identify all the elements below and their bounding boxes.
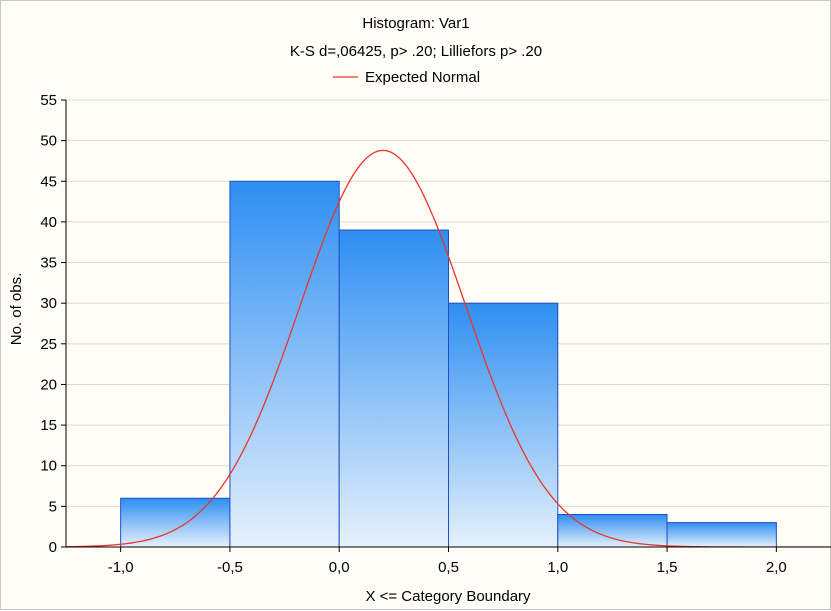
legend-label-expected-normal: Expected Normal	[365, 69, 480, 86]
y-axis-ticks: 0 5 10 15 20 25 30 35 40 45 50 55	[40, 92, 66, 556]
x-tick-label: -0,5	[217, 559, 243, 576]
y-tick-label: 45	[40, 173, 57, 190]
x-tick-label: 2,0	[766, 559, 787, 576]
x-tick-label: 1,5	[657, 559, 678, 576]
x-tick-label: 0,0	[329, 559, 350, 576]
legend: Expected Normal	[333, 69, 480, 86]
y-tick-label: 5	[49, 498, 57, 515]
histogram-bar-2	[229, 180, 340, 548]
histogram-bars	[120, 180, 777, 548]
y-tick-label: 25	[40, 336, 57, 353]
y-tick-label: 50	[40, 133, 57, 150]
chart-subtitle: K-S d=,06425, p> .20; Lilliefors p> .20	[290, 43, 542, 60]
histogram-bar-6	[666, 522, 777, 548]
y-tick-label: 15	[40, 417, 57, 434]
y-axis-title: No. of obs.	[8, 273, 25, 346]
y-tick-label: 55	[40, 92, 57, 109]
y-tick-label: 20	[40, 376, 57, 393]
histogram-bar-4	[448, 302, 559, 548]
x-tick-label: 0,5	[438, 559, 459, 576]
y-tick-label: 10	[40, 458, 57, 475]
x-tick-label: -1,0	[108, 559, 134, 576]
y-tick-label: 0	[49, 539, 57, 556]
x-tick-label: 1,0	[547, 559, 568, 576]
y-tick-label: 35	[40, 255, 57, 272]
y-tick-label: 40	[40, 214, 57, 231]
x-axis-title: X <= Category Boundary	[365, 588, 531, 605]
x-axis-ticks: -1,0 -0,5 0,0 0,5 1,0 1,5 2,0	[108, 547, 787, 576]
y-tick-label: 30	[40, 295, 57, 312]
histogram-bar-3	[338, 229, 450, 548]
chart-title: Histogram: Var1	[362, 15, 469, 32]
histogram-bar-1	[120, 497, 231, 548]
